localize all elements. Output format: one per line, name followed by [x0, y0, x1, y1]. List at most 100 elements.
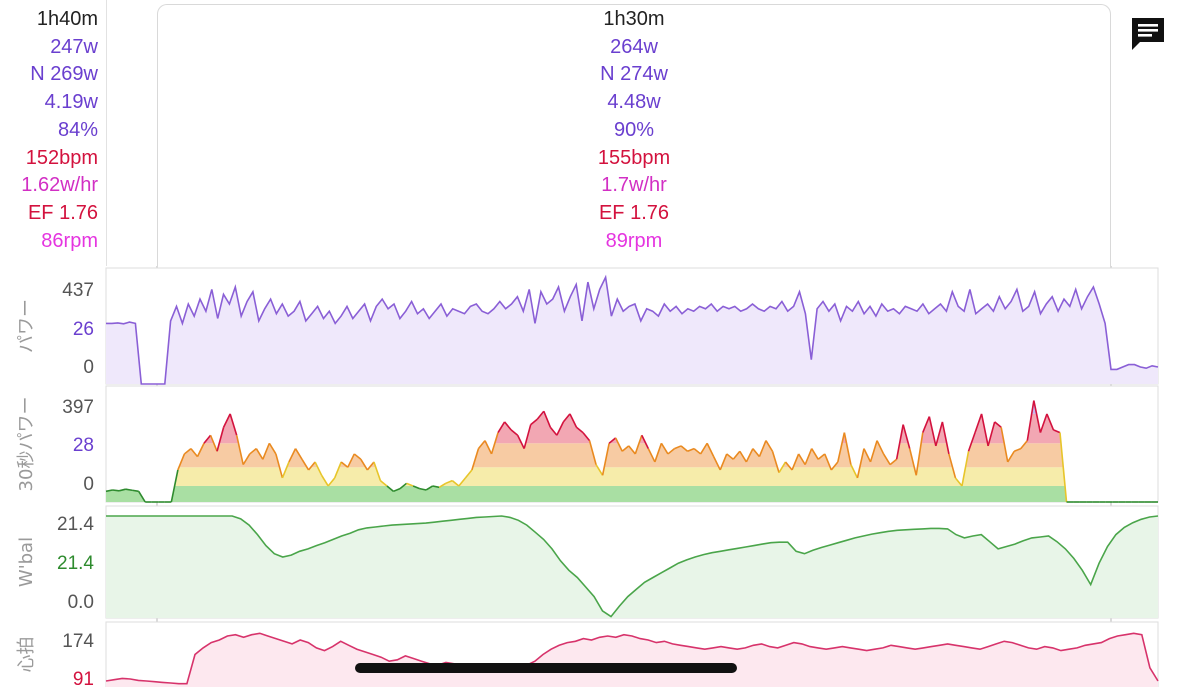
heart-rate: 152bpm [25, 146, 98, 169]
series-segment [850, 464, 859, 479]
series-segment [112, 489, 120, 492]
series-segment [340, 461, 349, 468]
chart-panel-2[interactable]: 397 28 0 30秒パワー [16, 385, 1159, 503]
tick-label: 21.4 [57, 514, 94, 535]
avg-power: 264w [610, 35, 658, 58]
series-segment [281, 461, 290, 479]
series-segment [242, 453, 251, 466]
series-segment [628, 445, 636, 455]
series-segment [333, 461, 342, 479]
series-segment [719, 453, 728, 471]
duration: 1h40m [36, 8, 98, 30]
series-segment [379, 480, 388, 487]
series-segment [863, 448, 872, 463]
series-segment [222, 413, 231, 428]
series-segment [118, 488, 126, 492]
series-line [106, 515, 1159, 618]
series-segment [928, 416, 937, 447]
series-segment [569, 413, 578, 428]
series-segment [667, 447, 675, 455]
series-segment [543, 410, 552, 428]
series-segment [1039, 413, 1048, 433]
series-segment [967, 432, 976, 452]
comment-button[interactable] [1128, 14, 1168, 54]
avg-power: 247w [50, 35, 98, 58]
series-segment [765, 440, 774, 452]
efficiency-factor: EF 1.76 [27, 201, 98, 224]
selection-range-box[interactable] [157, 4, 1111, 266]
series-segment [980, 413, 989, 447]
series-segment [791, 453, 800, 471]
chart-panel-1[interactable]: 437 26 0 パワー [16, 267, 1159, 385]
series-segment [314, 461, 323, 476]
series-segment [320, 474, 329, 487]
series-segment [530, 418, 538, 426]
series-segment [902, 424, 911, 449]
heart-rate: 155bpm [597, 146, 671, 169]
series-segment [830, 461, 839, 471]
series-segment [327, 477, 336, 487]
series-segment [1020, 440, 1028, 450]
tick-label: 437 [62, 280, 94, 301]
series-segment [1000, 427, 1009, 463]
series-segment [641, 434, 650, 449]
series-segment [183, 447, 192, 455]
chart-panel-4[interactable]: 174 91 心拍 [16, 621, 1159, 687]
efficiency-factor: EF 1.76 [598, 201, 670, 224]
series-segment [804, 448, 813, 465]
tick-label: 174 [62, 631, 94, 652]
duration: 1h30m [603, 8, 665, 30]
home-indicator [355, 663, 737, 673]
series-segment [680, 445, 689, 452]
series-segment [510, 429, 519, 436]
series-segment [373, 461, 382, 481]
series-segment [497, 421, 506, 433]
summary-left: 1h40m 247w N 269w 4.19w 84% 152bpm 1.62w… [0, 6, 106, 255]
tick-label: 91 [73, 669, 94, 687]
normalized-power: N 269w [30, 63, 98, 86]
series-segment [393, 487, 401, 493]
series-segment [249, 447, 257, 455]
cadence: 86rpm [41, 229, 98, 252]
series-segment [895, 424, 904, 460]
series-segment [621, 445, 630, 452]
series-segment [647, 448, 656, 463]
series-segment [889, 458, 898, 466]
series-segment [726, 453, 734, 460]
series-segment [699, 442, 708, 455]
series-segment [275, 453, 284, 479]
series-segment [399, 482, 408, 490]
series-segment [739, 450, 748, 463]
series-segment [608, 437, 617, 444]
series-segment [556, 421, 565, 436]
watts-per-kg: 4.19w [44, 91, 98, 114]
normalized-power: N 274w [600, 63, 668, 86]
series-segment [562, 413, 571, 423]
series-segment [262, 442, 271, 460]
y-axis-label: パワー [16, 299, 37, 353]
series-segment [817, 453, 826, 460]
series-segment [170, 469, 179, 503]
series-segment [941, 421, 950, 455]
series-segment [745, 448, 754, 463]
series-segment [203, 434, 212, 444]
decoupling: 1.62w/hr [21, 174, 98, 197]
series-segment [451, 480, 460, 487]
intensity: 84% [57, 118, 98, 141]
series-segment [771, 451, 780, 473]
series-segment [406, 482, 414, 487]
chart-panel-3[interactable]: 21.4 21.4 0.0 W'bal [16, 505, 1159, 619]
series-segment [948, 453, 957, 479]
series-segment [190, 448, 199, 458]
series-segment [464, 469, 473, 479]
tick-label: 397 [62, 397, 94, 418]
series-segment [915, 432, 924, 476]
series-segment [595, 464, 604, 476]
watts-per-kg: 4.48w [607, 91, 661, 114]
series-area [106, 516, 1158, 618]
series-segment [778, 461, 787, 474]
series-segment [961, 451, 970, 487]
tick-label: 0 [83, 357, 94, 378]
series-segment [125, 488, 133, 492]
